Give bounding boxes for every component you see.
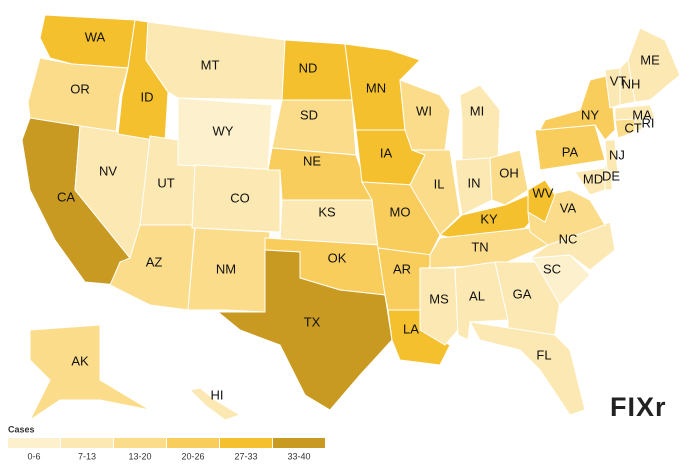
state-label: MT (201, 57, 220, 72)
state (27, 57, 129, 133)
state-label: NY (581, 107, 599, 122)
state-label: WY (213, 123, 234, 138)
legend-swatch (61, 438, 113, 448)
state-label: KS (318, 204, 336, 219)
state-label: WI (416, 103, 432, 118)
state-label: MA (632, 107, 652, 122)
state-label: NH (622, 76, 641, 91)
state-label: NE (303, 153, 321, 168)
state-label: WV (533, 185, 554, 200)
legend-label: 20-26 (181, 451, 204, 461)
state-label: AZ (146, 254, 163, 269)
state-label: AK (71, 353, 89, 368)
state (454, 157, 493, 216)
state-label: CT (624, 120, 641, 135)
state-label: NM (216, 261, 236, 276)
state-label: ME (640, 52, 660, 67)
state (614, 104, 656, 121)
state (28, 324, 151, 422)
legend-swatch (220, 438, 272, 448)
state-label: MS (429, 291, 449, 306)
state-label: OK (328, 250, 347, 265)
state-label: ND (299, 60, 318, 75)
state (409, 149, 461, 236)
states (21, 14, 681, 422)
legend-label: 33-40 (287, 451, 310, 461)
state-label: TN (471, 239, 488, 254)
state (469, 321, 586, 416)
state (459, 84, 501, 166)
state-label: RI (642, 115, 655, 130)
state (216, 249, 393, 411)
state-label: CA (57, 189, 75, 204)
state-label: DE (602, 168, 620, 183)
legend-swatch (8, 438, 60, 448)
state-label: NC (559, 231, 578, 246)
state-label: AL (469, 288, 485, 303)
state-label: GA (513, 286, 532, 301)
state-label: OR (70, 81, 90, 96)
state-label: AR (393, 261, 411, 276)
state-label: SC (543, 261, 561, 276)
legend-swatch (167, 438, 219, 448)
legend-title: Cases (8, 424, 35, 434)
legend-label: 7-13 (78, 451, 96, 461)
state-label: MI (470, 103, 484, 118)
state-label: NJ (609, 147, 625, 162)
state (539, 74, 616, 141)
state (604, 139, 619, 176)
state-label: VT (610, 73, 627, 88)
state-label: WA (85, 29, 106, 44)
state-label: SD (300, 107, 318, 122)
state-label: KY (480, 211, 498, 226)
state-label: IN (468, 175, 481, 190)
state (489, 149, 529, 206)
state-label: ID (141, 89, 154, 104)
legend-label: 0-6 (27, 451, 40, 461)
state-label: HI (211, 387, 224, 402)
state-label: VA (560, 200, 577, 215)
legend-label: 27-33 (234, 451, 257, 461)
legend-swatch (114, 438, 166, 448)
state (188, 387, 242, 421)
state (527, 179, 556, 223)
state-label: IL (434, 176, 445, 191)
state (187, 227, 271, 313)
state-label: IA (380, 145, 393, 160)
state-label: MO (390, 204, 411, 219)
state-label: MD (583, 171, 603, 186)
legend-label: 13-20 (128, 451, 151, 461)
state (627, 27, 681, 103)
logo: FIXr (610, 392, 667, 422)
state-label: OH (499, 165, 519, 180)
state (419, 267, 459, 346)
state-label: TX (304, 314, 321, 329)
state-label: UT (157, 175, 174, 190)
state-label: LA (403, 321, 419, 336)
state-label: MN (366, 80, 386, 95)
state-label: FL (536, 347, 551, 362)
state-label: NV (99, 163, 117, 178)
legend-swatch (273, 438, 325, 448)
state-label: PA (562, 144, 579, 159)
state-label: CO (230, 190, 250, 205)
state (528, 221, 616, 271)
